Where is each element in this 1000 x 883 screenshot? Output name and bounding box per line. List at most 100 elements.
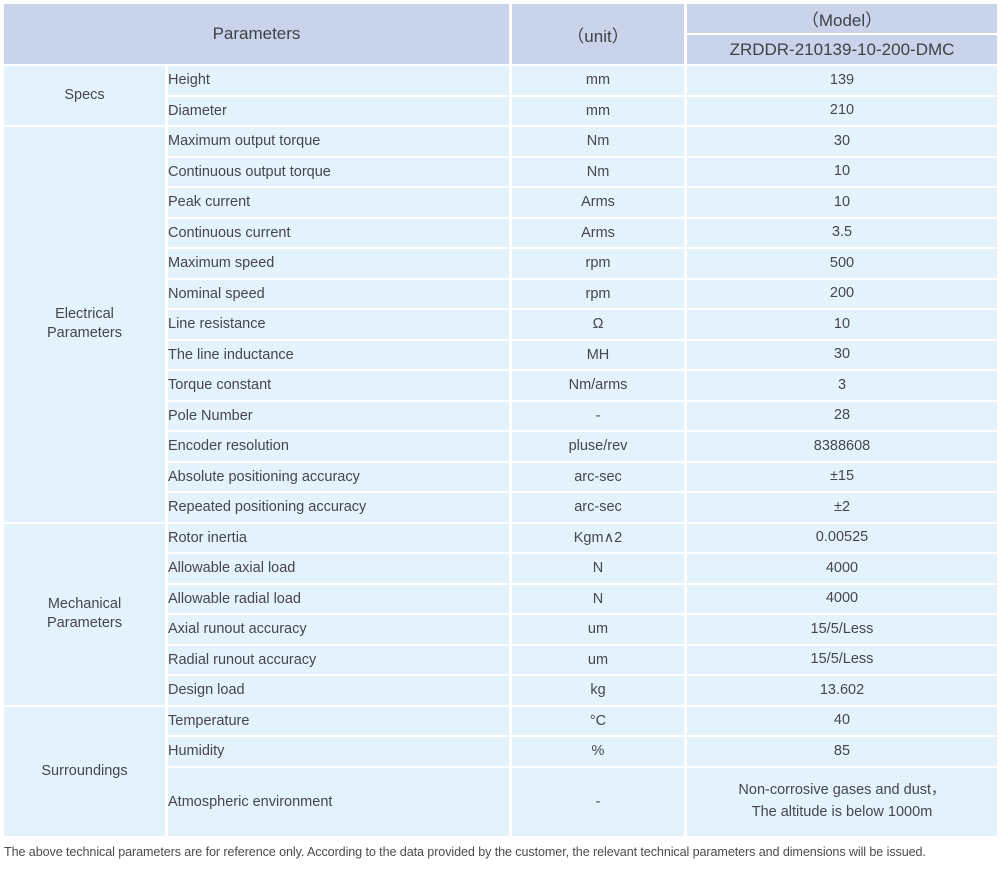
param-cell: Maximum speed xyxy=(168,249,512,280)
value-cell: 4000 xyxy=(687,554,997,585)
table-row: Axial runout accuracy um 15/5/Less xyxy=(4,615,997,646)
unit-cell: arc-sec xyxy=(512,493,687,524)
unit-cell: mm xyxy=(512,66,687,97)
table-row: Nominal speed rpm 200 xyxy=(4,279,997,310)
category-cell-surroundings: Surroundings xyxy=(4,706,168,838)
param-cell: The line inductance xyxy=(168,340,512,371)
param-cell: Continuous current xyxy=(168,218,512,249)
table-row: The line inductance MH 30 xyxy=(4,340,997,371)
param-cell: Diameter xyxy=(168,96,512,127)
unit-header: （unit） xyxy=(512,4,687,66)
param-cell: Radial runout accuracy xyxy=(168,645,512,676)
value-cell: 500 xyxy=(687,249,997,280)
param-cell: Encoder resolution xyxy=(168,432,512,463)
unit-cell: arc-sec xyxy=(512,462,687,493)
param-cell: Peak current xyxy=(168,188,512,219)
value-cell: 200 xyxy=(687,279,997,310)
unit-cell: - xyxy=(512,767,687,838)
param-cell: Repeated positioning accuracy xyxy=(168,493,512,524)
value-cell: ±2 xyxy=(687,493,997,524)
table-row: Mechanical Parameters Rotor inertia Kgm∧… xyxy=(4,523,997,707)
param-cell: Torque constant xyxy=(168,371,512,402)
unit-cell: pluse/rev xyxy=(512,432,687,463)
unit-cell: N xyxy=(512,584,687,615)
table-row: Atmospheric environment - Non-corrosive … xyxy=(4,767,997,838)
value-cell: 28 xyxy=(687,401,997,432)
value-cell: ±15 xyxy=(687,462,997,493)
unit-cell: Nm/arms xyxy=(512,371,687,402)
table-row: Pole Number - 28 xyxy=(4,401,997,432)
table-row: Design load kg 13.602 xyxy=(4,676,997,707)
table-row: Electrical Parameters Maximum output tor… xyxy=(4,127,997,524)
unit-cell: rpm xyxy=(512,279,687,310)
param-cell: Humidity xyxy=(168,737,512,768)
value-cell: 10 xyxy=(687,157,997,188)
table-row: Encoder resolution pluse/rev 8388608 xyxy=(4,432,997,463)
param-cell: Allowable axial load xyxy=(168,554,512,585)
table-row: Peak current Arms 10 xyxy=(4,188,997,219)
param-cell: Pole Number xyxy=(168,401,512,432)
table-row: Allowable axial load N 4000 xyxy=(4,554,997,585)
param-cell: Continuous output torque xyxy=(168,157,512,188)
unit-cell: mm xyxy=(512,96,687,127)
table-row: Surroundings Temperature °C 40 xyxy=(4,706,997,838)
param-cell: Line resistance xyxy=(168,310,512,341)
unit-cell: °C xyxy=(512,706,687,737)
category-cell-mechanical: Mechanical Parameters xyxy=(4,523,168,707)
value-cell: 0.00525 xyxy=(687,523,997,554)
value-cell: 4000 xyxy=(687,584,997,615)
unit-cell: - xyxy=(512,401,687,432)
model-header: （Model） xyxy=(687,4,997,35)
spec-table: Parameters （unit） （Model） ZRDDR-210139-1… xyxy=(4,4,997,838)
table-row: Continuous current Arms 3.5 xyxy=(4,218,997,249)
value-cell: 10 xyxy=(687,188,997,219)
param-cell: Temperature xyxy=(168,706,512,737)
parameters-header: Parameters xyxy=(4,4,512,66)
value-cell: 40 xyxy=(687,706,997,737)
unit-cell: um xyxy=(512,645,687,676)
value-cell: 3 xyxy=(687,371,997,402)
category-cell-specs: Specs xyxy=(4,66,168,127)
table-row: Specs Height mm 139 xyxy=(4,66,997,127)
table-row: Torque constant Nm/arms 3 xyxy=(4,371,997,402)
value-cell: 210 xyxy=(687,96,997,127)
value-cell: 30 xyxy=(687,127,997,158)
table-row: Line resistance Ω 10 xyxy=(4,310,997,341)
unit-cell: rpm xyxy=(512,249,687,280)
category-cell-electrical: Electrical Parameters xyxy=(4,127,168,524)
value-cell: 3.5 xyxy=(687,218,997,249)
unit-cell: Kgm∧2 xyxy=(512,523,687,554)
value-cell: 10 xyxy=(687,310,997,341)
value-cell: 15/5/Less xyxy=(687,615,997,646)
param-cell: Design load xyxy=(168,676,512,707)
param-cell: Atmospheric environment xyxy=(168,767,512,838)
value-cell: 8388608 xyxy=(687,432,997,463)
header-row-2: ZRDDR-210139-10-200-DMC xyxy=(4,35,997,66)
param-cell: Axial runout accuracy xyxy=(168,615,512,646)
table-row: Radial runout accuracy um 15/5/Less xyxy=(4,645,997,676)
value-cell: 85 xyxy=(687,737,997,768)
param-cell: Absolute positioning accuracy xyxy=(168,462,512,493)
table-row: Continuous output torque Nm 10 xyxy=(4,157,997,188)
param-cell: Rotor inertia xyxy=(168,523,512,554)
unit-cell: um xyxy=(512,615,687,646)
unit-cell: Arms xyxy=(512,218,687,249)
value-cell: 15/5/Less xyxy=(687,645,997,676)
value-cell: 139 xyxy=(687,66,997,97)
value-cell: 13.602 xyxy=(687,676,997,707)
table-row: Absolute positioning accuracy arc-sec ±1… xyxy=(4,462,997,493)
param-cell: Height xyxy=(168,66,512,97)
table-row: Maximum speed rpm 500 xyxy=(4,249,997,280)
header-row-1: Parameters （unit） （Model） xyxy=(4,4,997,66)
footnote-text: The above technical parameters are for r… xyxy=(4,844,926,859)
table-row: Allowable radial load N 4000 xyxy=(4,584,997,615)
table-row: Diameter mm 210 xyxy=(4,96,997,127)
param-cell: Nominal speed xyxy=(168,279,512,310)
table-row: Humidity % 85 xyxy=(4,737,997,768)
value-cell: 30 xyxy=(687,340,997,371)
unit-cell: MH xyxy=(512,340,687,371)
param-cell: Allowable radial load xyxy=(168,584,512,615)
model-number: ZRDDR-210139-10-200-DMC xyxy=(687,35,997,66)
unit-cell: Arms xyxy=(512,188,687,219)
